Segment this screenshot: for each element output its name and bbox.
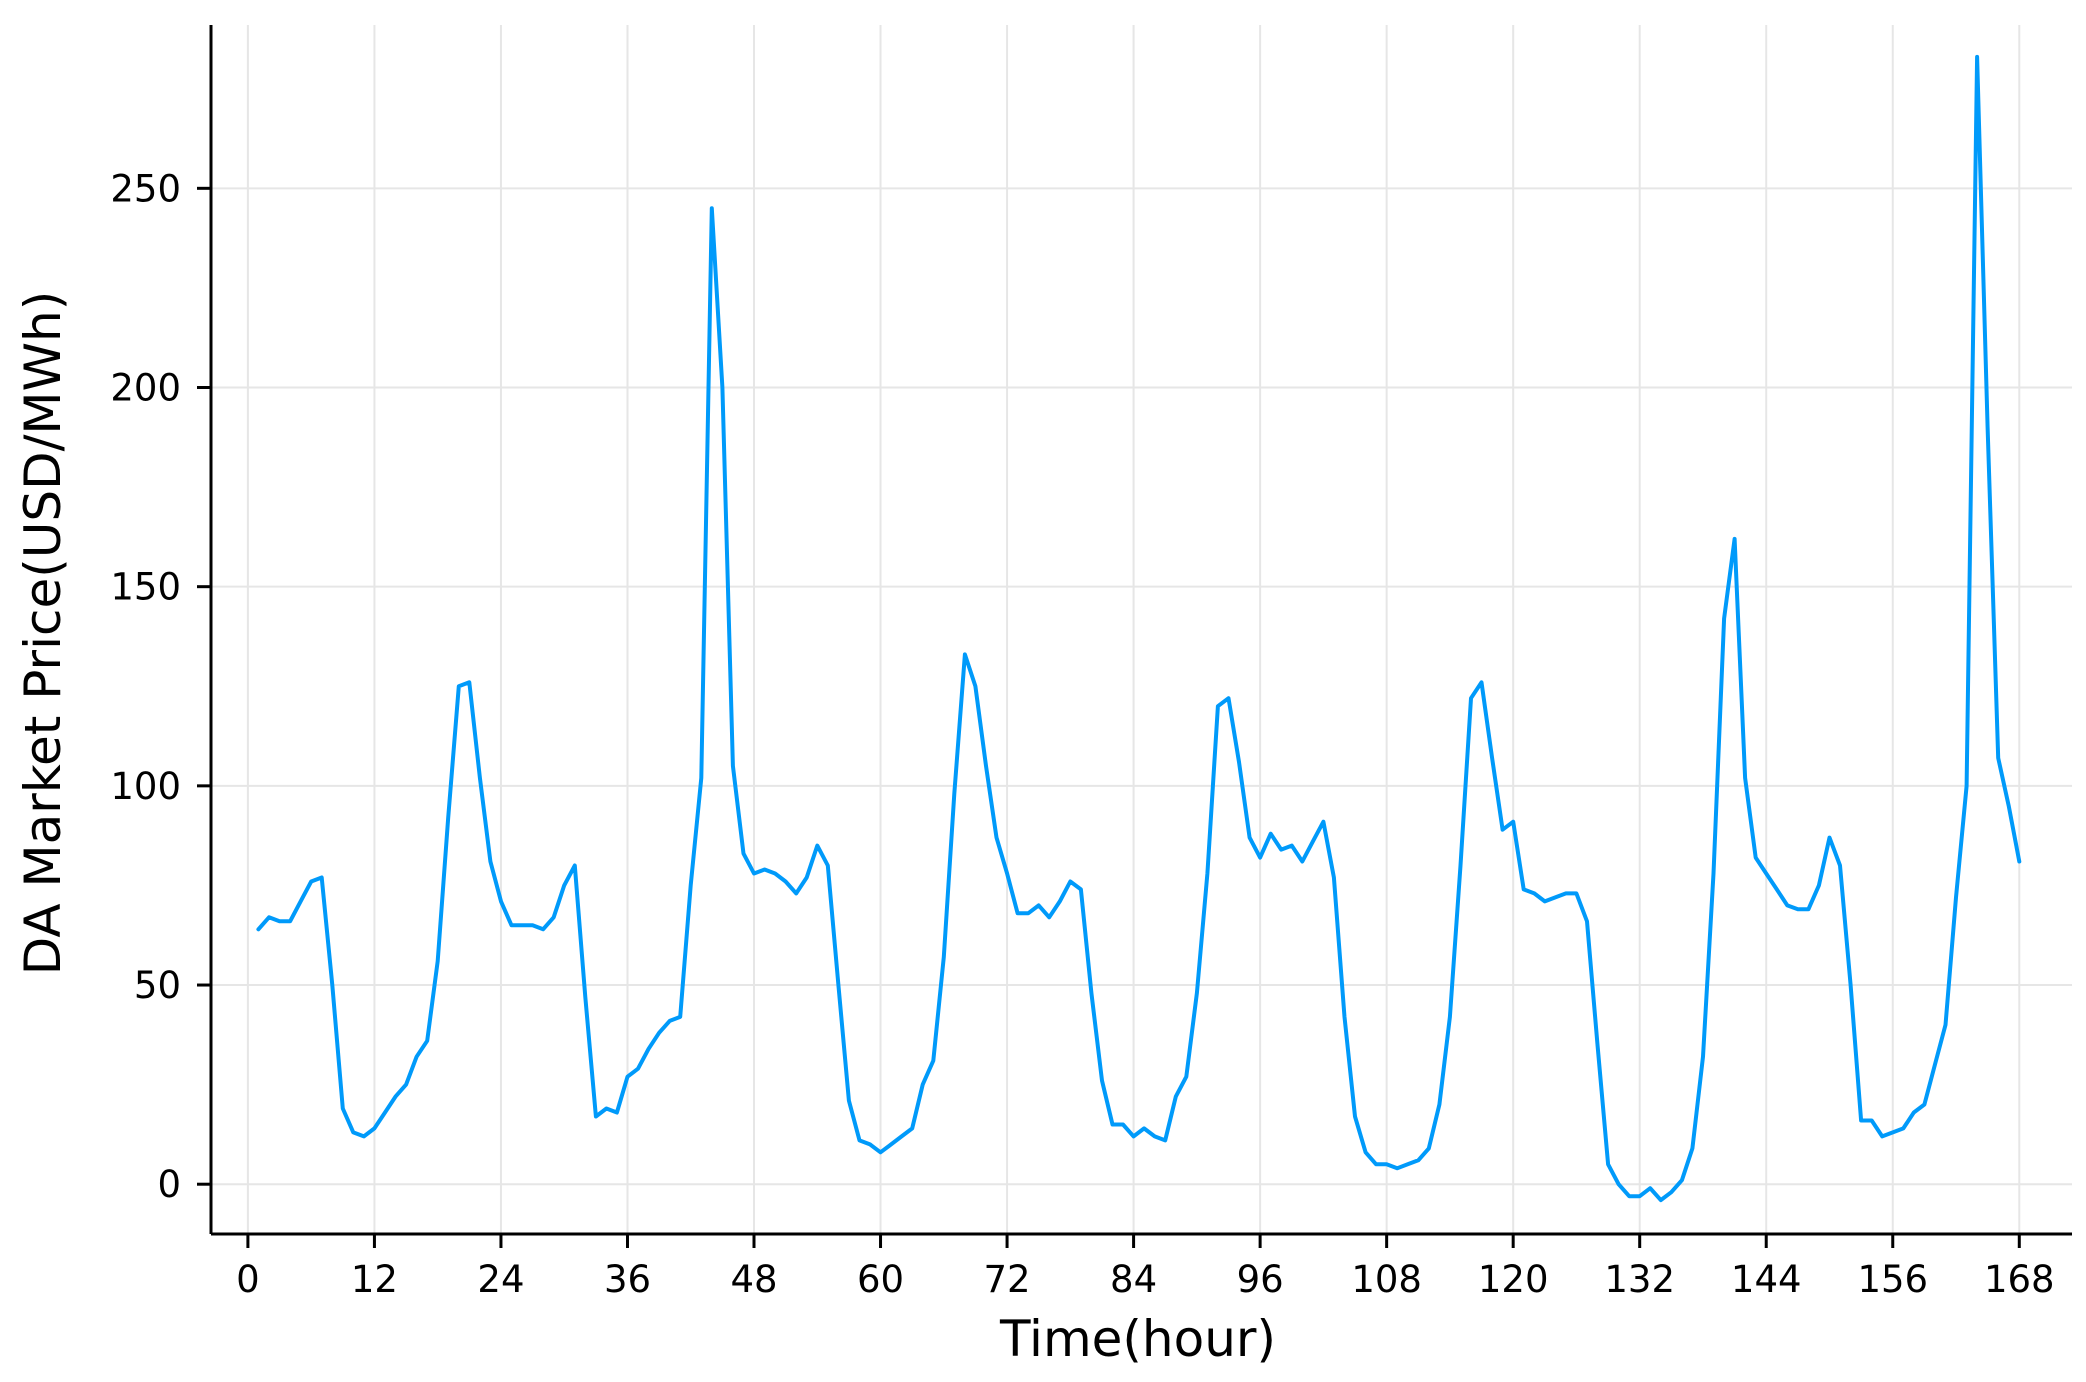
x-tick-label: 0 — [236, 1258, 260, 1301]
y-tick-label: 200 — [110, 367, 181, 410]
x-tick-label: 144 — [1731, 1258, 1802, 1301]
x-axis-ticks: 0 12 24 36 48 60 72 84 96 108 120 132 144 156 168 — [236, 1234, 2055, 1301]
series-line-0 — [256, 54, 2022, 1203]
x-tick-label: 120 — [1478, 1258, 1549, 1301]
series-layer — [256, 54, 2022, 1203]
y-tick-label: 250 — [110, 167, 181, 210]
x-tick-label: 108 — [1351, 1258, 1422, 1301]
x-tick-label: 12 — [351, 1258, 398, 1301]
grid — [211, 25, 2072, 1234]
x-axis-title: Time(hour) — [999, 1310, 1276, 1368]
y-axis-title: DA Market Price(USD/MWh) — [14, 291, 72, 975]
x-tick-label: 48 — [730, 1258, 777, 1301]
x-tick-label: 84 — [1110, 1258, 1157, 1301]
x-tick-label: 36 — [604, 1258, 651, 1301]
x-tick-label: 168 — [1984, 1258, 2055, 1301]
x-tick-label: 60 — [857, 1258, 904, 1301]
x-tick-label: 156 — [1857, 1258, 1928, 1301]
x-tick-label: 72 — [984, 1258, 1031, 1301]
y-tick-label: 100 — [110, 765, 181, 808]
y-tick-label: 50 — [134, 964, 181, 1007]
x-tick-label: 132 — [1604, 1258, 1675, 1301]
y-tick-label: 150 — [110, 566, 181, 609]
x-tick-label: 24 — [477, 1258, 524, 1301]
y-tick-label: 0 — [157, 1163, 181, 1206]
axes — [209, 25, 2072, 1236]
y-axis-ticks: 0 50 100 150 200 250 — [110, 167, 211, 1206]
x-tick-label: 96 — [1237, 1258, 1284, 1301]
